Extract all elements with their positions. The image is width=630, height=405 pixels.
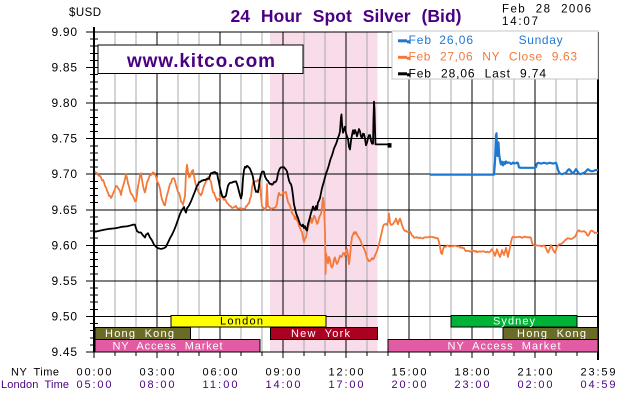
svg-text:$USD: $USD bbox=[69, 7, 101, 19]
svg-text:20:00: 20:00 bbox=[392, 379, 427, 391]
svg-text:14:07: 14:07 bbox=[502, 16, 538, 28]
svg-text:Feb 27,06 NY Close 9.63: Feb 27,06 NY Close 9.63 bbox=[409, 50, 578, 64]
svg-text:www.kitco.com: www.kitco.com bbox=[126, 51, 275, 72]
svg-text:Hong Kong: Hong Kong bbox=[517, 328, 586, 340]
svg-text:New York: New York bbox=[291, 328, 351, 340]
svg-text:18:00: 18:00 bbox=[455, 367, 490, 379]
svg-text:NY Access Market: NY Access Market bbox=[448, 341, 561, 353]
svg-text:Feb 28 2006: Feb 28 2006 bbox=[502, 4, 591, 16]
svg-text:21:00: 21:00 bbox=[518, 367, 553, 379]
svg-text:23:00: 23:00 bbox=[455, 379, 490, 391]
svg-text:02:00: 02:00 bbox=[518, 379, 553, 391]
svg-text:NY Access Market: NY Access Market bbox=[113, 341, 223, 353]
svg-text:Feb 28,06 Last 9.74: Feb 28,06 Last 9.74 bbox=[409, 67, 547, 81]
svg-text:9.80: 9.80 bbox=[52, 96, 78, 110]
svg-text:9.70: 9.70 bbox=[52, 167, 78, 181]
svg-text:04:59: 04:59 bbox=[581, 379, 616, 391]
svg-text:9.60: 9.60 bbox=[52, 238, 78, 252]
svg-text:06:00: 06:00 bbox=[203, 367, 238, 379]
svg-text:London Time: London Time bbox=[1, 379, 69, 391]
svg-text:08:00: 08:00 bbox=[140, 379, 175, 391]
svg-text:03:00: 03:00 bbox=[140, 367, 175, 379]
svg-text:9.90: 9.90 bbox=[52, 25, 78, 39]
svg-text:17:00: 17:00 bbox=[329, 379, 364, 391]
svg-text:15:00: 15:00 bbox=[392, 367, 427, 379]
svg-text:12:00: 12:00 bbox=[329, 367, 364, 379]
svg-text:NY Time: NY Time bbox=[11, 367, 59, 379]
svg-text:9.75: 9.75 bbox=[52, 132, 78, 146]
svg-text:9.45: 9.45 bbox=[52, 345, 78, 359]
svg-text:09:00: 09:00 bbox=[266, 367, 301, 379]
svg-text:Sydney: Sydney bbox=[493, 316, 536, 328]
svg-text:9.65: 9.65 bbox=[52, 203, 78, 217]
svg-text:11:00: 11:00 bbox=[203, 379, 238, 391]
svg-text:23:59: 23:59 bbox=[581, 367, 616, 379]
svg-text:Feb 26,06: Feb 26,06 bbox=[409, 33, 474, 47]
svg-text:9.55: 9.55 bbox=[52, 274, 78, 288]
svg-text:Hong Kong: Hong Kong bbox=[105, 328, 174, 340]
svg-text:Sunday: Sunday bbox=[519, 33, 563, 47]
svg-text:14:00: 14:00 bbox=[266, 379, 301, 391]
svg-text:9.85: 9.85 bbox=[52, 61, 78, 75]
svg-text:9.50: 9.50 bbox=[52, 309, 78, 323]
svg-text:05:00: 05:00 bbox=[77, 379, 112, 391]
svg-text:24 Hour Spot Silver (Bid): 24 Hour Spot Silver (Bid) bbox=[231, 6, 462, 26]
svg-text:London: London bbox=[220, 316, 263, 328]
svg-text:00:00: 00:00 bbox=[77, 367, 112, 379]
